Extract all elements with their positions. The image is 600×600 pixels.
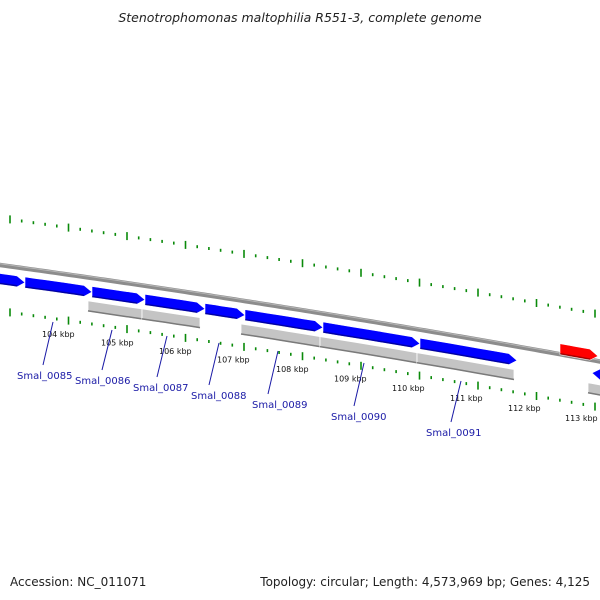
gene-leader-line	[156, 335, 168, 378]
length-value: 4,573,969 bp	[421, 575, 502, 589]
map-title: Stenotrophomonas maltophilia R551-3, com…	[118, 10, 482, 25]
gene-label: Smal_0085	[17, 371, 72, 382]
scale-tick-label: 107 kbp	[217, 356, 250, 365]
forward-gene-7	[322, 321, 421, 349]
gene-label: Smal_0088	[191, 391, 246, 402]
length-label: Length:	[372, 575, 419, 589]
gene-leader-line	[101, 329, 113, 371]
forward-gene-9	[591, 368, 600, 381]
forward-gene-7-shade	[322, 331, 413, 348]
genes-value: 4,125	[555, 575, 590, 589]
topology-value: circular	[320, 575, 365, 589]
gene-label: Smal_0089	[252, 400, 307, 411]
forward-gene-5-shade	[204, 312, 238, 320]
backbone-line	[0, 262, 600, 364]
gene-label: Smal_0087	[133, 383, 188, 394]
accession-label: Accession:	[10, 575, 74, 589]
cds-bar-shade-6	[587, 392, 600, 396]
cds-bar-2	[141, 308, 201, 330]
outer-tick-ring	[9, 215, 596, 318]
genes-label: Genes:	[509, 575, 552, 589]
forward-gene-2-shade	[24, 286, 85, 297]
forward-gene-5	[204, 303, 246, 320]
cds-bar-5	[416, 352, 515, 381]
red-gene-1-shade	[559, 352, 591, 360]
backbone-highlight	[0, 263, 600, 361]
forward-gene-3-shade	[91, 295, 138, 304]
gene-label: Smal_0086	[75, 376, 130, 387]
forward-gene-3	[91, 286, 146, 305]
cds-bar-shade-3	[240, 333, 321, 348]
red-gene-1	[559, 343, 599, 361]
forward-gene-4-shade	[144, 303, 198, 313]
scale-tick-label: 108 kbp	[276, 365, 309, 374]
inner-tick-ring	[9, 308, 596, 411]
gene-leader-line	[450, 380, 462, 423]
forward-gene-1-shade	[0, 282, 18, 287]
scale-tick-label: 110 kbp	[392, 384, 425, 393]
forward-gene-8	[419, 337, 518, 365]
cds-track	[87, 300, 600, 397]
scale-tick-label: 106 kbp	[159, 347, 192, 356]
scale-tick-label: 105 kbp	[101, 338, 134, 347]
cds-bar-shade-2	[141, 318, 201, 329]
cds-bar-shade-1	[87, 310, 143, 320]
gene-leader-line	[42, 321, 54, 366]
scale-tick-label: 109 kbp	[334, 374, 367, 383]
forward-gene-1	[0, 273, 26, 288]
scale-tick-labels: 104 kbp 105 kbp 106 kbp 107 kbp 108 kbp 109 k…	[42, 330, 598, 423]
accession-info: Accession: NC_011071	[10, 575, 146, 589]
forward-gene-6-shade	[244, 318, 316, 332]
forward-gene-8-shade	[419, 347, 510, 365]
gene-leader-line	[208, 342, 220, 386]
genome-backbone	[0, 262, 600, 364]
forward-gene-2	[24, 276, 93, 297]
accession-value: NC_011071	[77, 575, 147, 589]
gene-label: Smal_0091	[426, 428, 481, 439]
scale-tick-label: 113 kbp	[565, 414, 598, 423]
genome-summary: Topology: circular; Length: 4,573,969 bp…	[260, 575, 590, 589]
gene-leader-line	[267, 350, 279, 395]
scale-tick-label: 112 kbp	[508, 404, 541, 413]
cds-bar-shade-5	[416, 361, 515, 381]
forward-gene-6	[244, 309, 324, 333]
forward-strand-track	[0, 273, 600, 381]
scale-tick-label: 104 kbp	[42, 330, 75, 339]
topology-label: Topology:	[260, 575, 317, 589]
cds-bar-shade-4	[319, 345, 418, 364]
forward-gene-4	[144, 293, 206, 314]
scale-tick-label: 111 kbp	[450, 394, 483, 403]
gene-label: Smal_0090	[331, 412, 386, 423]
gene-leader-line	[353, 362, 365, 407]
